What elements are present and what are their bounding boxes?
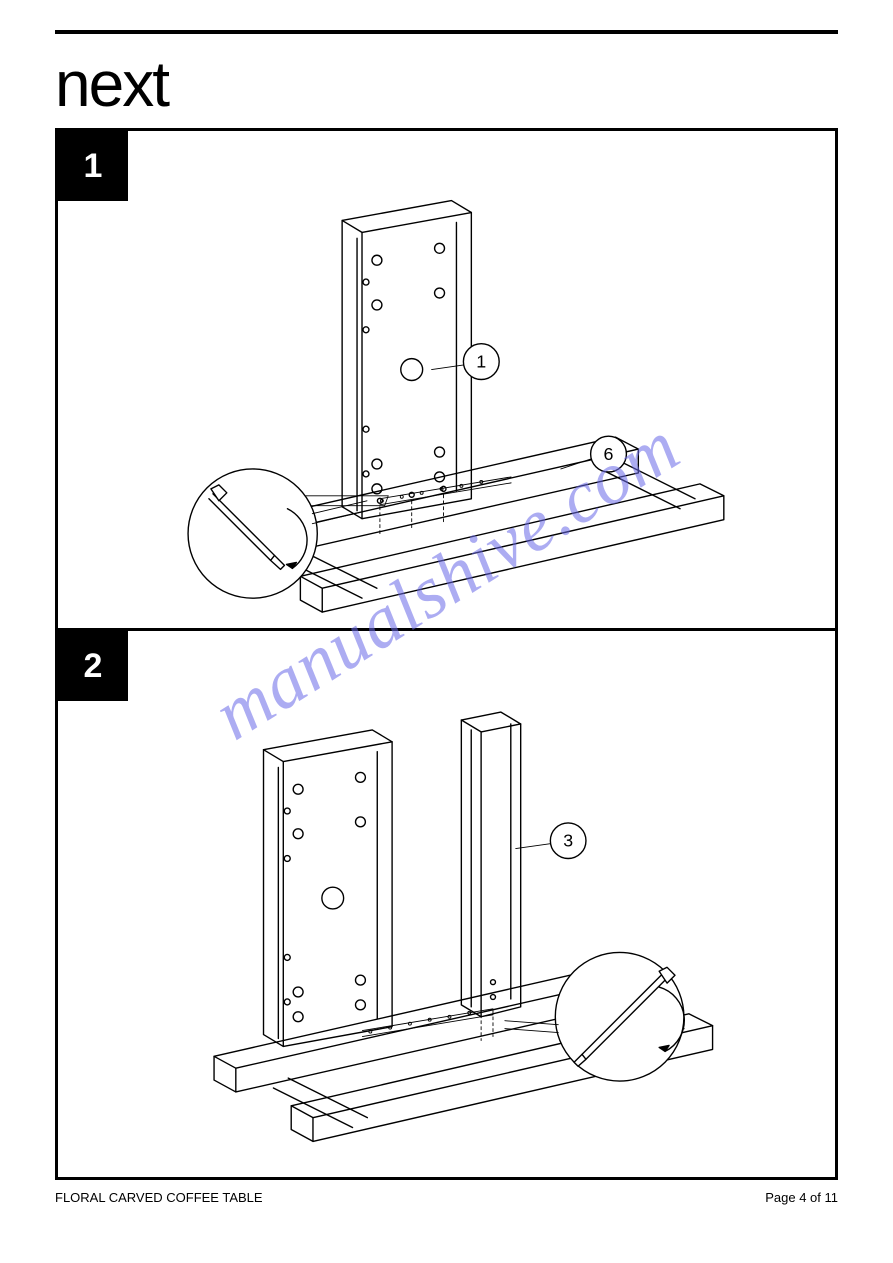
part-label-6: 6	[604, 444, 614, 464]
step-1-diagram: 1 6	[58, 131, 835, 628]
top-rule	[55, 30, 838, 34]
step-2-diagram: 3	[58, 631, 835, 1177]
step-1-panel: 1	[55, 128, 838, 628]
footer-product: FLORAL CARVED COFFEE TABLE	[55, 1190, 263, 1205]
step-1-number: 1	[58, 131, 128, 201]
step-2-panel: 2	[55, 628, 838, 1180]
step-2-number: 2	[58, 631, 128, 701]
brand-logo: next	[55, 52, 838, 116]
part-label-3: 3	[563, 831, 573, 851]
footer-page: Page 4 of 11	[765, 1190, 838, 1205]
part-label-1: 1	[476, 352, 486, 372]
footer: FLORAL CARVED COFFEE TABLE Page 4 of 11	[55, 1190, 838, 1205]
